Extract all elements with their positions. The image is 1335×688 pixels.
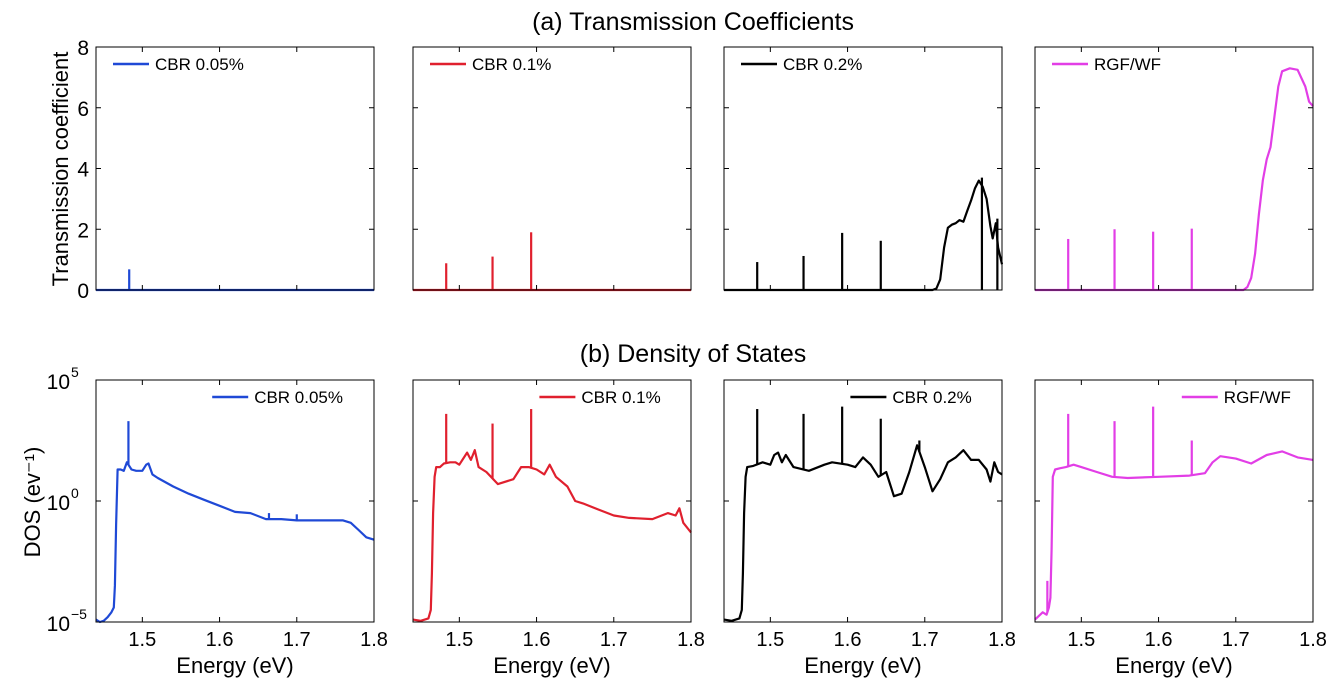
subplot-b-2: 1.5 1.6 1.7 1.8 Energy (eV) CBR 0.1% [412,379,705,678]
x-axis-label: Energy (eV) [176,653,293,678]
axes-frame [1034,46,1314,291]
subplot-a-1: 0 2 4 6 8 CBR 0.05% [77,37,375,303]
legend-label: CBR 0.05% [254,388,343,407]
x-axis-label: Energy (eV) [493,653,610,678]
subplot-a-4: RGF/WF [1034,46,1314,292]
x-tick-label: 1.6 [523,629,551,651]
y-tick-label: 10 [47,492,70,515]
axes-frame [412,379,692,623]
subplot-b-3: 1.5 1.6 1.7 1.8 Energy (eV) CBR 0.2% [723,379,1016,678]
axes-frame [723,379,1003,623]
x-tick-label: 1.8 [360,629,388,651]
panel-b-title: (b) Density of States [580,340,806,368]
series-line [95,461,375,624]
x-tick-label: 1.7 [600,629,628,651]
x-tick-label: 1.7 [1222,629,1250,651]
subplot-a-2: CBR 0.1% [412,46,692,292]
x-tick-label: 1.5 [445,629,473,651]
x-tick-label: 1.8 [1299,629,1327,651]
legend-label: CBR 0.1% [581,388,660,407]
x-tick-label: 1.8 [988,629,1016,651]
x-tick-label: 1.7 [283,629,311,651]
axes-frame [723,46,1003,291]
axes-frame [1034,379,1314,623]
x-tick-label: 1.6 [206,629,234,651]
y-tick-label: 10 [47,371,70,394]
x-tick-label: 1.8 [677,629,705,651]
y-tick-label: 8 [77,37,89,60]
series-line [1035,67,1314,292]
y-tick-label: 2 [77,219,89,242]
subplot-a-3: CBR 0.2% [723,46,1004,292]
y-tick-label: 4 [77,159,89,182]
y-tick-label: 0 [77,280,89,303]
x-tick-label: 1.5 [128,629,156,651]
axes-frame [412,46,692,291]
series-line [723,444,1003,622]
axes-frame [95,379,375,623]
x-tick-label: 1.6 [834,629,862,651]
series-line [412,449,692,622]
series-line [724,179,1004,292]
x-tick-label: 1.5 [756,629,784,651]
axes-frame [95,46,375,291]
y-tick-exponent: 5 [71,364,79,380]
legend-label: CBR 0.2% [783,55,862,74]
legend-label: RGF/WF [1224,388,1291,407]
x-tick-label: 1.7 [911,629,939,651]
legend-label: CBR 0.2% [892,388,971,407]
x-axis-label: Energy (eV) [1115,653,1232,678]
subplot-b-4: 1.5 1.6 1.7 1.8 Energy (eV) RGF/WF [1034,379,1327,678]
y-tick-exponent: 0 [71,485,79,501]
legend-label: CBR 0.05% [155,55,244,74]
legend-label: CBR 0.1% [472,55,551,74]
series-line [1034,450,1314,621]
x-tick-label: 1.6 [1145,629,1173,651]
panel-b-ylabel: DOS (ev⁻¹) [20,447,45,558]
x-axis-label: Energy (eV) [804,653,921,678]
panel-a-ylabel: Transmission coefficient [48,52,73,287]
y-tick-label: 10 [47,613,70,636]
x-tick-label: 1.5 [1067,629,1095,651]
y-tick-label: 6 [77,98,89,121]
y-tick-exponent: −5 [71,606,87,622]
legend-label: RGF/WF [1094,55,1161,74]
panel-a-title: (a) Transmission Coefficients [532,8,854,36]
